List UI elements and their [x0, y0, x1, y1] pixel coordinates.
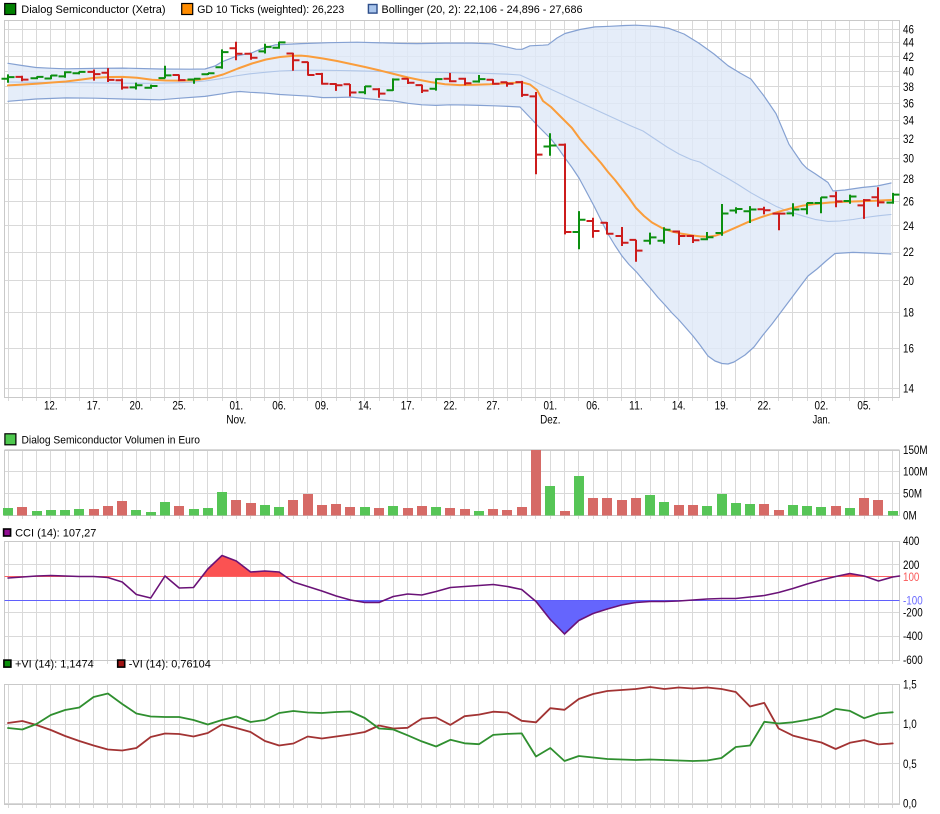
svg-text:14.: 14.	[358, 399, 372, 413]
svg-text:20.: 20.	[130, 399, 144, 413]
svg-text:1,0: 1,0	[903, 717, 917, 731]
svg-text:Dialog Semiconductor Volumen i: Dialog Semiconductor Volumen in Euro	[22, 434, 201, 446]
svg-text:06.: 06.	[586, 399, 600, 413]
svg-text:27.: 27.	[486, 399, 500, 413]
svg-text:22.: 22.	[757, 399, 771, 413]
svg-text:+VI (14): 1,1474: +VI (14): 1,1474	[15, 659, 94, 671]
svg-text:Dez.: Dez.	[540, 413, 560, 427]
svg-text:11.: 11.	[629, 399, 643, 413]
svg-text:28: 28	[903, 172, 914, 186]
svg-text:01.: 01.	[229, 399, 243, 413]
svg-text:200: 200	[903, 558, 920, 572]
svg-text:38: 38	[903, 80, 914, 94]
svg-text:0M: 0M	[903, 509, 917, 523]
svg-text:25.: 25.	[172, 399, 186, 413]
svg-text:16: 16	[903, 341, 914, 355]
svg-text:0,0: 0,0	[903, 796, 917, 810]
svg-text:14: 14	[903, 382, 914, 396]
svg-text:20: 20	[903, 274, 914, 288]
svg-text:150M: 150M	[903, 443, 928, 457]
svg-text:17.: 17.	[87, 399, 101, 413]
svg-text:09.: 09.	[315, 399, 329, 413]
svg-text:50M: 50M	[903, 487, 922, 501]
svg-text:18: 18	[903, 306, 914, 320]
svg-text:-100: -100	[903, 594, 923, 608]
svg-text:02.: 02.	[815, 399, 829, 413]
svg-text:-600: -600	[903, 653, 923, 667]
svg-text:Nov.: Nov.	[226, 413, 246, 427]
svg-text:24: 24	[903, 219, 914, 233]
svg-text:42: 42	[903, 50, 914, 64]
svg-text:Dialog Semiconductor (Xetra): Dialog Semiconductor (Xetra)	[21, 4, 165, 16]
svg-text:01.: 01.	[543, 399, 557, 413]
svg-text:22.: 22.	[444, 399, 458, 413]
svg-text:14.: 14.	[672, 399, 686, 413]
svg-text:44: 44	[903, 36, 914, 50]
svg-text:Bollinger (20, 2): 22,106 - 24: Bollinger (20, 2): 22,106 - 24,896 - 27,…	[382, 4, 583, 16]
svg-text:-VI (14): 0,76104: -VI (14): 0,76104	[129, 659, 211, 671]
svg-text:1,5: 1,5	[903, 678, 917, 692]
svg-text:0,5: 0,5	[903, 757, 917, 771]
svg-text:46: 46	[903, 22, 914, 36]
svg-text:-400: -400	[903, 629, 923, 643]
svg-text:30: 30	[903, 151, 914, 165]
svg-text:26: 26	[903, 195, 914, 209]
svg-text:12.: 12.	[44, 399, 58, 413]
svg-text:22: 22	[903, 245, 914, 259]
svg-text:06.: 06.	[272, 399, 286, 413]
svg-text:36: 36	[903, 96, 914, 110]
svg-text:05.: 05.	[857, 399, 871, 413]
svg-text:CCI (14): 107,27: CCI (14): 107,27	[15, 527, 96, 539]
svg-text:400: 400	[903, 534, 920, 548]
svg-text:19.: 19.	[715, 399, 729, 413]
svg-text:-200: -200	[903, 606, 923, 620]
svg-text:34: 34	[903, 114, 914, 128]
svg-text:100M: 100M	[903, 465, 928, 479]
svg-text:Jan.: Jan.	[813, 413, 831, 427]
svg-text:100: 100	[903, 570, 920, 584]
svg-text:17.: 17.	[401, 399, 415, 413]
svg-text:32: 32	[903, 132, 914, 146]
svg-text:GD 10 Ticks (weighted): 26,223: GD 10 Ticks (weighted): 26,223	[197, 4, 344, 16]
svg-text:40: 40	[903, 65, 914, 79]
